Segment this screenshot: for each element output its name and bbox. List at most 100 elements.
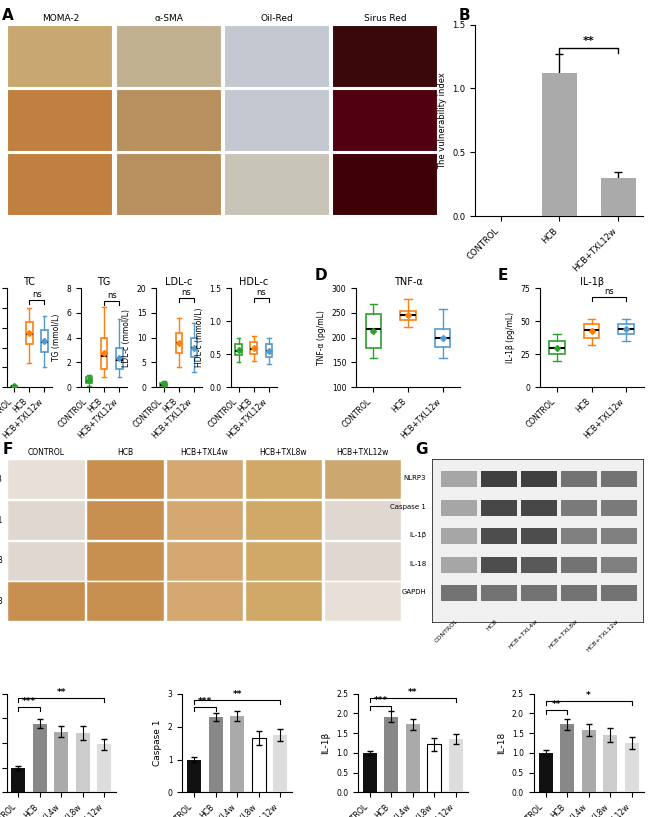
Bar	[98, 744, 111, 792]
Text: G: G	[415, 442, 428, 458]
Title: LDL-c: LDL-c	[165, 278, 192, 288]
FancyBboxPatch shape	[244, 541, 322, 581]
Bar	[441, 585, 477, 601]
Text: HCB+TXL12w: HCB+TXL12w	[337, 449, 389, 458]
Text: **: **	[408, 689, 417, 698]
Text: CONTROL: CONTROL	[27, 449, 64, 458]
Y-axis label: IL-1β (pg/mL): IL-1β (pg/mL)	[506, 312, 515, 364]
Bar	[441, 471, 477, 488]
Text: IL-18: IL-18	[409, 561, 426, 567]
Bar	[560, 725, 574, 792]
Y-axis label: IL-18: IL-18	[497, 732, 506, 754]
Bar	[601, 528, 637, 544]
Bar	[481, 556, 517, 573]
Text: CONTROL: CONTROL	[434, 618, 459, 644]
Text: ***: ***	[22, 697, 36, 706]
FancyBboxPatch shape	[116, 153, 222, 216]
Bar	[625, 743, 638, 792]
FancyBboxPatch shape	[7, 541, 85, 581]
Text: IL-1β: IL-1β	[0, 556, 3, 565]
Bar	[252, 738, 266, 792]
Y-axis label: TNF-α (pg/mL): TNF-α (pg/mL)	[317, 310, 326, 365]
Bar	[521, 500, 557, 516]
Text: HCB: HCB	[117, 449, 133, 458]
Text: ns: ns	[257, 288, 266, 297]
FancyBboxPatch shape	[166, 459, 243, 499]
Text: α-SMA: α-SMA	[154, 14, 183, 23]
Bar	[209, 717, 223, 792]
Text: HCB+TXL8w: HCB+TXL8w	[259, 449, 307, 458]
Title: TC: TC	[23, 278, 35, 288]
Bar	[601, 178, 636, 217]
Bar	[406, 725, 420, 792]
FancyBboxPatch shape	[116, 25, 222, 88]
Bar	[601, 500, 637, 516]
FancyBboxPatch shape	[7, 153, 113, 216]
Text: B: B	[458, 7, 470, 23]
Bar	[384, 717, 398, 792]
Y-axis label: IL-1β: IL-1β	[322, 732, 331, 754]
Text: A: A	[2, 7, 14, 23]
FancyBboxPatch shape	[166, 582, 243, 621]
Bar	[187, 760, 201, 792]
Bar	[561, 585, 597, 601]
FancyBboxPatch shape	[244, 582, 322, 621]
FancyBboxPatch shape	[244, 459, 322, 499]
FancyBboxPatch shape	[166, 500, 243, 540]
Bar	[33, 724, 47, 792]
Text: NLRP3: NLRP3	[404, 475, 426, 481]
FancyBboxPatch shape	[116, 89, 222, 152]
Bar	[76, 733, 90, 792]
Bar	[441, 500, 477, 516]
Text: HCB+TXL4w: HCB+TXL4w	[508, 618, 539, 650]
Bar	[539, 753, 552, 792]
Text: F: F	[3, 442, 13, 458]
FancyBboxPatch shape	[332, 153, 438, 216]
FancyBboxPatch shape	[324, 541, 401, 581]
Text: ***: ***	[374, 696, 388, 705]
Bar	[603, 735, 617, 792]
Bar	[481, 585, 517, 601]
Y-axis label: The vulnerability index: The vulnerability index	[438, 72, 447, 169]
FancyBboxPatch shape	[324, 582, 401, 621]
Text: E: E	[498, 268, 508, 283]
Bar	[230, 716, 244, 792]
FancyBboxPatch shape	[224, 25, 330, 88]
Bar	[521, 556, 557, 573]
FancyBboxPatch shape	[7, 89, 113, 152]
Bar	[521, 471, 557, 488]
FancyBboxPatch shape	[86, 459, 164, 499]
Bar	[561, 500, 597, 516]
FancyBboxPatch shape	[224, 153, 330, 216]
Title: TG: TG	[98, 278, 111, 288]
Text: ns: ns	[181, 288, 191, 297]
Text: HCB+TXL8w: HCB+TXL8w	[548, 618, 579, 650]
Bar	[449, 739, 463, 792]
Text: Caspase 1: Caspase 1	[390, 504, 426, 510]
Y-axis label: Caspase 1: Caspase 1	[153, 720, 162, 766]
Title: HDL-c: HDL-c	[239, 278, 268, 288]
FancyBboxPatch shape	[86, 582, 164, 621]
Text: **: **	[552, 700, 561, 709]
Text: D: D	[315, 268, 327, 283]
Bar	[601, 556, 637, 573]
Bar	[273, 734, 287, 792]
Bar	[601, 471, 637, 488]
Text: Sirus Red: Sirus Red	[364, 14, 406, 23]
Text: HCB+TXL4w: HCB+TXL4w	[181, 449, 228, 458]
FancyBboxPatch shape	[7, 500, 85, 540]
Text: ns: ns	[107, 291, 116, 300]
FancyBboxPatch shape	[7, 582, 85, 621]
Text: ***: ***	[198, 698, 212, 707]
Bar	[481, 471, 517, 488]
Bar	[481, 500, 517, 516]
Bar	[601, 585, 637, 601]
Text: MOMA-2: MOMA-2	[42, 14, 79, 23]
Bar	[561, 471, 597, 488]
Bar	[481, 528, 517, 544]
Text: HCB+TXL12w: HCB+TXL12w	[585, 618, 619, 653]
Bar	[55, 732, 68, 792]
Text: *: *	[586, 690, 591, 699]
Bar	[12, 768, 25, 792]
Bar	[441, 556, 477, 573]
